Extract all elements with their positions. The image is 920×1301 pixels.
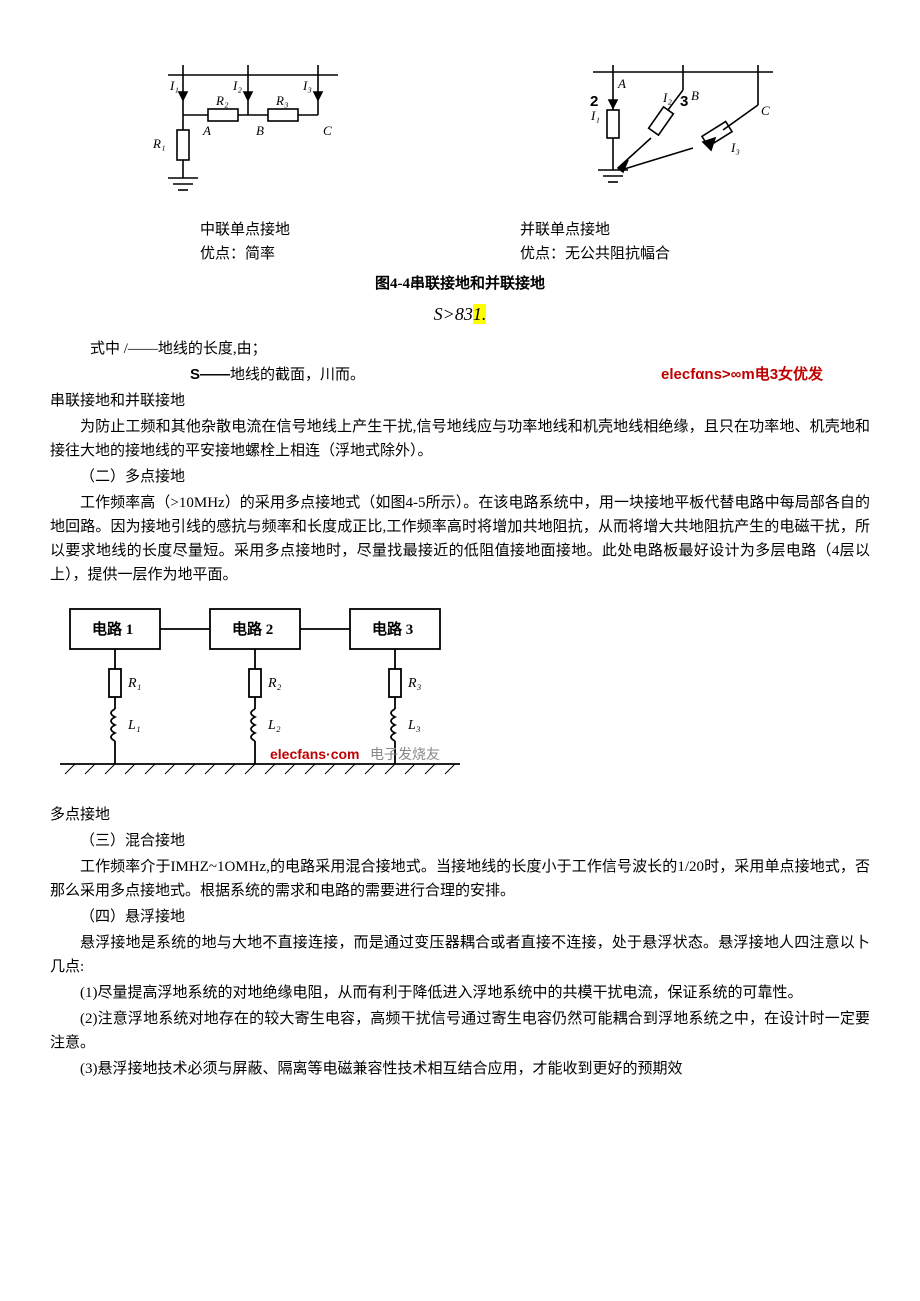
formula-b: 1. bbox=[473, 304, 487, 324]
svg-text:R₂: R₂ bbox=[215, 93, 229, 108]
para3-title: 多点接地 bbox=[50, 803, 870, 827]
para3: 工作频率介于IMHZ~1OMHz,的电路采用混合接地式。当接地线的长度小于工作信… bbox=[50, 855, 870, 903]
def-s-label: S—— bbox=[190, 366, 230, 383]
svg-text:A: A bbox=[617, 76, 626, 91]
svg-text:R₂: R₂ bbox=[267, 676, 282, 691]
series-title: 中联单点接地 bbox=[200, 218, 400, 242]
parallel-ground-diagram: A B C I₁ I₂ I₃ bbox=[563, 60, 783, 210]
section-4-title: （四）悬浮接地 bbox=[50, 905, 870, 929]
series-advantage: 优点：简率 bbox=[200, 242, 400, 266]
section-2-title: （二）多点接地 bbox=[50, 465, 870, 489]
item-2: (2)注意浮地系统对地存在的较大寄生电容，高频干扰信号通过寄生电容仍然可能耦合到… bbox=[50, 1007, 870, 1055]
svg-text:R₁: R₁ bbox=[127, 676, 141, 691]
svg-text:I₂: I₂ bbox=[232, 78, 242, 93]
diagram-watermark-1: elecfans·com bbox=[270, 746, 359, 762]
parallel-advantage: 优点：无公共阻抗幅合 bbox=[520, 242, 720, 266]
page-marker-3: 3 bbox=[680, 90, 688, 114]
section-3-title: （三）混合接地 bbox=[50, 829, 870, 853]
series-ground-diagram: I₁ I₂ I₃ A B C R₁ R₂ R₃ bbox=[138, 60, 348, 210]
box2-label: 电路 2 bbox=[232, 620, 273, 638]
diagram-watermark-2: 电子发烧友 bbox=[370, 747, 440, 763]
svg-text:L₂: L₂ bbox=[267, 718, 281, 733]
para1a: 为防止工频和其他杂散电流在信号地线上产生干扰,信号地线应与功率地线和机壳地线相绝… bbox=[50, 415, 870, 463]
svg-text:I₁: I₁ bbox=[169, 78, 179, 93]
para1-title: 串联接地和并联接地 bbox=[50, 389, 870, 413]
svg-text:C: C bbox=[323, 123, 332, 138]
box3-label: 电路 3 bbox=[372, 620, 413, 638]
page-marker-2: 2 bbox=[590, 90, 598, 114]
formula-a: S>83 bbox=[434, 304, 473, 324]
def-line-1: 式中 /——地线的长度,由； bbox=[50, 337, 870, 361]
def-s-text: 地线的截面，川而。 bbox=[230, 367, 365, 383]
multipoint-ground-diagram: 电路 1 电路 2 电路 3 R₁ R₂ R₃ L₁ L₂ L₃ elecfans·co… bbox=[50, 599, 470, 789]
svg-text:B: B bbox=[691, 88, 699, 103]
svg-text:I₃: I₃ bbox=[730, 140, 740, 155]
svg-text:C: C bbox=[761, 103, 770, 118]
item-1: (1)尽量提高浮地系统的对地绝缘电阻，从而有利于降低进入浮地系统中的共模干扰电流… bbox=[50, 981, 870, 1005]
para2: 工作频率高（>10MHz）的采用多点接地式（如图4-5所示）。在该电路系统中，用… bbox=[50, 491, 870, 587]
svg-text:A: A bbox=[202, 123, 211, 138]
box1-label: 电路 1 bbox=[92, 620, 133, 638]
svg-text:R₃: R₃ bbox=[407, 676, 422, 691]
item-3: (3)悬浮接地技术必须与屏蔽、隔离等电磁兼容性技术相互结合应用，才能收到更好的预… bbox=[50, 1057, 870, 1081]
formula: S>831. bbox=[50, 300, 870, 329]
svg-text:I₃: I₃ bbox=[302, 78, 312, 93]
svg-text:B: B bbox=[256, 123, 264, 138]
watermark-text: elecfαns>∞m电3女优发 bbox=[661, 366, 823, 383]
svg-text:I₂: I₂ bbox=[662, 90, 672, 105]
figure-4-4-captions: 中联单点接地 优点：简率 并联单点接地 优点：无公共阻抗幅合 bbox=[50, 218, 870, 266]
svg-text:L₃: L₃ bbox=[407, 718, 421, 733]
parallel-title: 并联单点接地 bbox=[520, 218, 720, 242]
para4: 悬浮接地是系统的地与大地不直接连接，而是通过变压器耦合或者直接不连接，处于悬浮状… bbox=[50, 931, 870, 979]
figure-4-4: I₁ I₂ I₃ A B C R₁ R₂ R₃ bbox=[50, 60, 870, 210]
svg-text:R₁: R₁ bbox=[152, 136, 165, 151]
svg-text:R₃: R₃ bbox=[275, 93, 288, 108]
figure-4-4-title: 图4-4串联接地和并联接地 bbox=[50, 272, 870, 296]
svg-text:L₁: L₁ bbox=[127, 718, 141, 733]
